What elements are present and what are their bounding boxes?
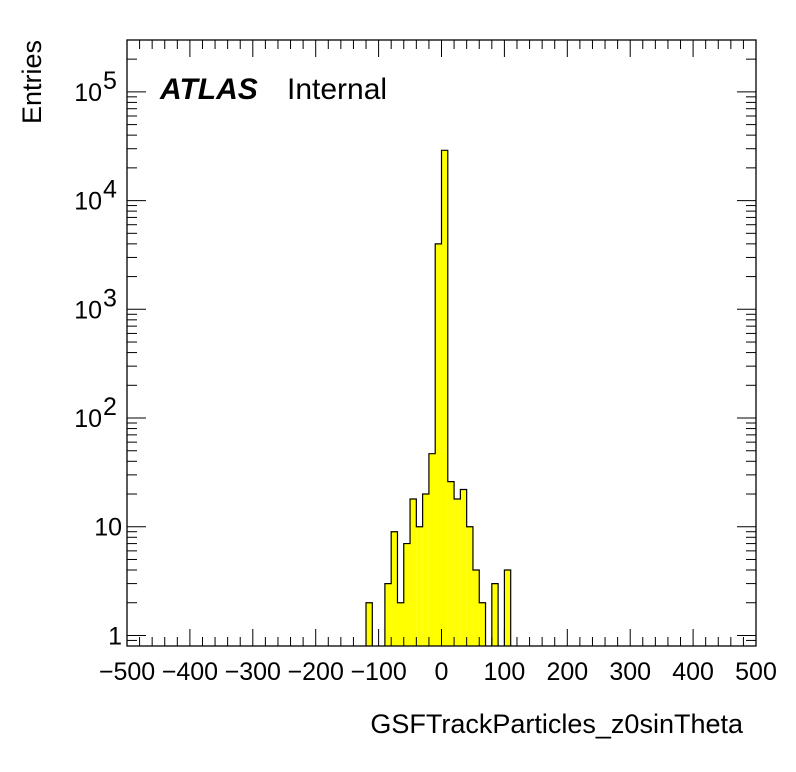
y-tick-exponent: 3	[103, 284, 117, 312]
y-tick-label: 1	[108, 622, 122, 650]
y-tick-label: 10	[94, 514, 122, 542]
y-tick-label: 10	[74, 79, 102, 107]
histogram-bar	[384, 583, 392, 646]
x-tick-label: 200	[546, 658, 588, 686]
x-tick-labels: −500 −400 −300 −200 −100 0 100 200 300 400 500	[99, 658, 777, 686]
x-tick-label: 400	[672, 658, 714, 686]
x-tick-label: −200	[288, 658, 344, 686]
y-tick-label: 10	[74, 188, 102, 216]
x-tick-label: −300	[225, 658, 281, 686]
histogram-bar	[479, 602, 486, 646]
y-tick-exponent: 4	[103, 176, 117, 204]
y-tick-exponent: 2	[103, 393, 117, 421]
x-tick-label: −400	[162, 658, 218, 686]
x-tick-label: 100	[484, 658, 526, 686]
x-tick-label: −100	[350, 658, 406, 686]
histogram-bar	[410, 498, 417, 646]
plot-frame	[126, 39, 757, 647]
histogram-bar	[435, 243, 442, 646]
y-tick-exponent: 5	[103, 67, 117, 95]
x-tick-label: 0	[435, 658, 449, 686]
atlas-label: ATLAS	[159, 73, 258, 106]
internal-label: Internal	[287, 73, 387, 106]
histogram-bars	[366, 150, 511, 646]
axis-ticks	[126, 39, 757, 647]
histogram-bar	[441, 150, 448, 646]
histogram-bar	[428, 453, 436, 646]
histogram-bar	[366, 602, 373, 646]
x-tick-label: 300	[609, 658, 651, 686]
histogram-bar	[504, 570, 511, 646]
x-axis-title: GSFTrackParticles_z0sinTheta	[370, 709, 744, 739]
histogram-bar	[447, 481, 455, 646]
histogram-bar	[466, 526, 473, 646]
y-axis-title: Entries	[17, 40, 47, 124]
x-tick-label: −500	[99, 658, 155, 686]
histogram-bar	[472, 570, 480, 646]
histogram-bar	[397, 602, 404, 646]
y-tick-label: 10	[74, 296, 102, 324]
histogram-bar	[491, 583, 499, 646]
histogram-bar	[454, 498, 461, 646]
histogram-bar	[416, 526, 423, 646]
x-tick-label: 500	[735, 658, 777, 686]
histogram-outline	[365, 149, 512, 646]
histogram-bar	[391, 531, 398, 646]
histogram-bar	[422, 494, 429, 646]
y-tick-label: 10	[74, 405, 102, 433]
histogram-bar	[403, 543, 411, 646]
histogram-bar	[460, 489, 467, 646]
